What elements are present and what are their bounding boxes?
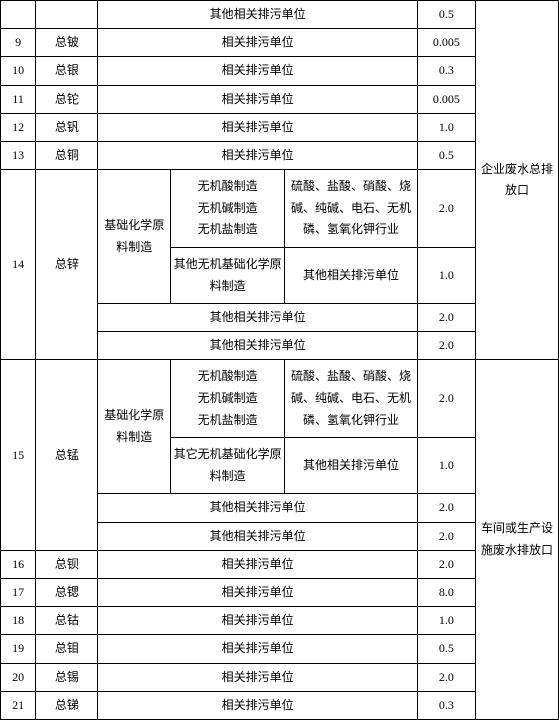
cell-unit: 相关排污单位 (98, 635, 417, 663)
cell-no: 16 (1, 550, 36, 578)
cell-no: 18 (1, 607, 36, 635)
cell-name: 总银 (36, 57, 98, 85)
cell-value: 2.0 (417, 304, 475, 332)
cell-unit: 相关排污单位 (98, 57, 417, 85)
cell-unit: 相关排污单位 (98, 29, 417, 57)
cell-value: 1.0 (417, 247, 475, 303)
cell-unit: 其他相关排污单位 (98, 304, 417, 332)
table-row: 其他相关排污单位 0.5 企业废水总排放口 (1, 1, 559, 29)
cell-value: 0.5 (417, 1, 475, 29)
txt: 无机碱制造 (198, 201, 258, 215)
cell-unit: 其他相关排污单位 (285, 247, 418, 303)
cell-no: 12 (1, 113, 36, 141)
cell-category: 基础化学原料制造 (98, 360, 171, 494)
table-row: 20 总锡 相关排污单位 2.0 (1, 663, 559, 691)
cell-no: 10 (1, 57, 36, 85)
txt: 无机盐制造 (198, 413, 258, 427)
cell-value: 0.3 (417, 691, 475, 719)
cell-industries: 硫酸、盐酸、硝酸、烧碱、纯碱、电石、无机磷、氢氧化钾行业 (285, 170, 418, 248)
cell-no: 20 (1, 663, 36, 691)
table-row: 21 总锑 相关排污单位 0.3 (1, 691, 559, 719)
cell-no: 11 (1, 85, 36, 113)
cell-unit: 相关排污单位 (98, 141, 417, 169)
cell-name: 总钡 (36, 550, 98, 578)
cell-name (36, 1, 98, 29)
cell-sub: 其他无机基础化学原料制造 (171, 247, 285, 303)
table-row: 13 总铜 相关排污单位 0.5 (1, 141, 559, 169)
cell-value: 2.0 (417, 550, 475, 578)
cell-value: 2.0 (417, 663, 475, 691)
cell-value: 1.0 (417, 113, 475, 141)
cell-value: 2.0 (417, 494, 475, 522)
cell-value: 0.5 (417, 141, 475, 169)
cell-no: 17 (1, 579, 36, 607)
cell-unit: 相关排污单位 (98, 85, 417, 113)
right-header-1: 企业废水总排放口 (475, 1, 558, 360)
cell-unit: 相关排污单位 (98, 579, 417, 607)
cell-unit: 相关排污单位 (98, 550, 417, 578)
cell-no: 14 (1, 170, 36, 360)
cell-sub: 其它无机基础化学原料制造 (171, 438, 285, 494)
cell-unit: 其他相关排污单位 (285, 438, 418, 494)
txt: 无机碱制造 (198, 391, 258, 405)
cell-unit: 其他相关排污单位 (98, 522, 417, 550)
cell-sub: 无机酸制造 无机碱制造 无机盐制造 (171, 170, 285, 248)
cell-name: 总锑 (36, 691, 98, 719)
txt: 无机酸制造 (198, 179, 258, 193)
cell-name: 总钒 (36, 113, 98, 141)
table-row: 19 总钼 相关排污单位 0.5 (1, 635, 559, 663)
cell-unit: 相关排污单位 (98, 691, 417, 719)
cell-name: 总铜 (36, 141, 98, 169)
cell-value: 0.005 (417, 85, 475, 113)
cell-no: 21 (1, 691, 36, 719)
cell-value: 2.0 (417, 170, 475, 248)
table-row: 9 总铍 相关排污单位 0.005 (1, 29, 559, 57)
cell-sub: 无机酸制造 无机碱制造 无机盐制造 (171, 360, 285, 438)
table-row: 10 总银 相关排污单位 0.3 (1, 57, 559, 85)
cell-no (1, 1, 36, 29)
cell-name: 总锡 (36, 663, 98, 691)
cell-name: 总锶 (36, 579, 98, 607)
cell-name: 总钴 (36, 607, 98, 635)
cell-no: 15 (1, 360, 36, 550)
right-header-2: 车间或生产设施废水排放口 (475, 360, 558, 719)
cell-name: 总铍 (36, 29, 98, 57)
cell-no: 9 (1, 29, 36, 57)
cell-value: 2.0 (417, 332, 475, 360)
cell-no: 13 (1, 141, 36, 169)
table-row: 12 总钒 相关排污单位 1.0 (1, 113, 559, 141)
cell-value: 2.0 (417, 522, 475, 550)
cell-name: 总铊 (36, 85, 98, 113)
cell-category: 基础化学原料制造 (98, 170, 171, 304)
cell-value: 0.3 (417, 57, 475, 85)
cell-value: 1.0 (417, 438, 475, 494)
cell-unit: 其他相关排污单位 (98, 1, 417, 29)
cell-unit: 其他相关排污单位 (98, 494, 417, 522)
cell-unit: 相关排污单位 (98, 607, 417, 635)
cell-no: 19 (1, 635, 36, 663)
cell-unit: 相关排污单位 (98, 663, 417, 691)
cell-industries: 硫酸、盐酸、硝酸、烧碱、纯碱、电石、无机磷、氢氧化钾行业 (285, 360, 418, 438)
cell-name: 总锌 (36, 170, 98, 360)
txt: 无机盐制造 (198, 222, 258, 236)
table-row: 15 总锰 基础化学原料制造 无机酸制造 无机碱制造 无机盐制造 硫酸、盐酸、硝… (1, 360, 559, 438)
table-row: 18 总钴 相关排污单位 1.0 (1, 607, 559, 635)
cell-unit: 其他相关排污单位 (98, 332, 417, 360)
cell-name: 总钼 (36, 635, 98, 663)
cell-value: 0.5 (417, 635, 475, 663)
cell-value: 1.0 (417, 607, 475, 635)
table-row: 14 总锌 基础化学原料制造 无机酸制造 无机碱制造 无机盐制造 硫酸、盐酸、硝… (1, 170, 559, 248)
cell-value: 8.0 (417, 579, 475, 607)
cell-value: 2.0 (417, 360, 475, 438)
cell-unit: 相关排污单位 (98, 113, 417, 141)
cell-name: 总锰 (36, 360, 98, 550)
cell-value: 0.005 (417, 29, 475, 57)
table-row: 11 总铊 相关排污单位 0.005 (1, 85, 559, 113)
table-row: 17 总锶 相关排污单位 8.0 (1, 579, 559, 607)
txt: 无机酸制造 (198, 369, 258, 383)
table-row: 16 总钡 相关排污单位 2.0 (1, 550, 559, 578)
emission-standards-table: 其他相关排污单位 0.5 企业废水总排放口 9 总铍 相关排污单位 0.005 … (0, 0, 559, 720)
